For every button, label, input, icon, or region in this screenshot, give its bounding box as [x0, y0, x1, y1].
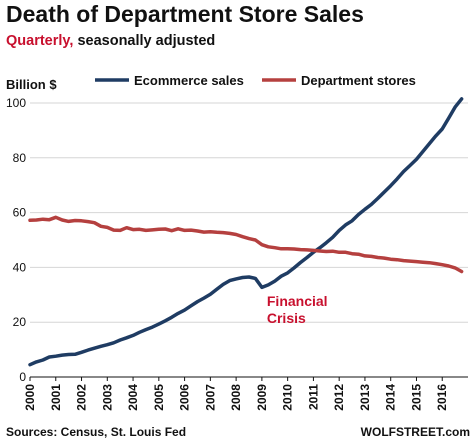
x-tick-label: 2009	[255, 384, 269, 411]
x-tick-label: 2012	[332, 384, 346, 411]
source-note: Sources: Census, St. Louis Fed	[6, 425, 187, 439]
chart-title: Death of Department Store Sales	[6, 1, 364, 27]
y-tick-label: 60	[13, 206, 27, 220]
series-line-ecommerce	[28, 97, 464, 367]
y-tick-label: 0	[19, 370, 26, 384]
x-tick-label: 2010	[281, 384, 295, 411]
subtitle-accent: Quarterly,	[6, 33, 74, 49]
x-tick-label: 2004	[126, 384, 140, 411]
y-tick-label: 80	[13, 151, 27, 165]
annotation-crisis: Crisis	[267, 310, 306, 326]
series-layer	[28, 97, 464, 367]
chart-subtitle: Quarterly, seasonally adjusted	[6, 33, 215, 49]
x-tick-label: 2015	[409, 384, 423, 411]
legend-label-department-stores: Department stores	[301, 73, 416, 88]
x-tick-label: 2006	[178, 384, 192, 411]
axis-layer: 0 20 40 60 80 100 2000 2001 2002 2003 2004 2005 2006…	[6, 96, 468, 411]
y-tick-label: 100	[6, 96, 26, 110]
legend-label-ecommerce: Ecommerce sales	[134, 73, 244, 88]
x-tick-label: 2008	[229, 384, 243, 411]
brand-watermark: WOLFSTREET.com	[360, 425, 470, 439]
x-tick-label: 2011	[306, 384, 320, 410]
x-tick-label: 2014	[384, 384, 398, 411]
annotation-financial: Financial	[267, 293, 328, 309]
x-tick-label: 2016	[435, 384, 449, 411]
y-axis-label: Billion $	[6, 77, 57, 92]
subtitle-rest: seasonally adjusted	[73, 33, 216, 49]
x-tick-label: 2000	[23, 384, 37, 411]
y-tick-label: 40	[13, 260, 27, 274]
x-tick-label: 2001	[49, 384, 63, 411]
legend: Ecommerce sales Department stores	[95, 73, 416, 88]
x-tick-label: 2007	[203, 384, 217, 411]
x-tick-label: 2002	[75, 384, 89, 411]
x-tick-label: 2013	[358, 384, 372, 411]
y-tick-label: 20	[13, 315, 27, 329]
x-tick-label: 2005	[152, 384, 166, 411]
series-line-department-stores	[28, 215, 464, 274]
x-tick-label: 2003	[100, 384, 114, 411]
